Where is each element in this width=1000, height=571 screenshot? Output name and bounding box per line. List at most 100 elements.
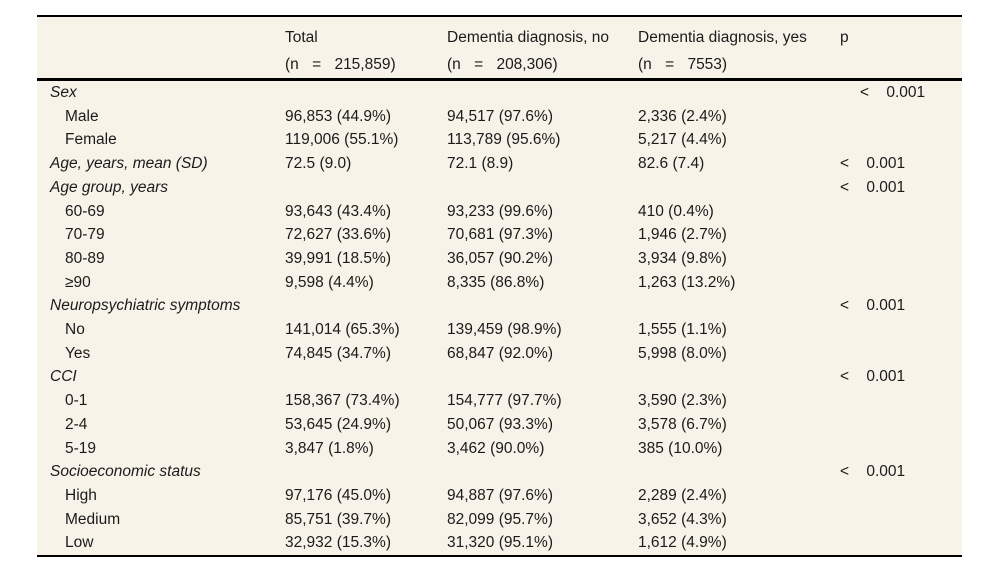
column-title: Dementia diagnosis, yes: [638, 29, 807, 46]
table-row: No 141,014 (65.3%) 139,459 (98.9%) 1,555 (1…: [37, 318, 962, 342]
cell-no: 3,462 (90.0%): [447, 439, 545, 457]
cell-p: [840, 271, 962, 295]
column-header-empty: [37, 17, 285, 81]
cell-no: 139,459 (98.9%): [447, 321, 562, 339]
cell-label: ≥90: [65, 273, 91, 291]
table-row: Sex < 0.001: [37, 80, 962, 105]
cell-yes: 5,998 (8.0%): [638, 344, 727, 362]
cell-p: [840, 223, 962, 247]
table-row: 5-19 3,847 (1.8%) 3,462 (90.0%) 385 (10.0%): [37, 437, 962, 461]
header-row: Total (n = 215,859) Dementia diagnosis, no…: [37, 17, 962, 81]
cell-p: [840, 105, 962, 129]
cell-yes: 3,652 (4.3%): [638, 510, 727, 528]
cell-no: [447, 365, 638, 389]
cell-label: 0-1: [65, 392, 88, 410]
cell-label: No: [65, 321, 85, 339]
cell-no: 72.1 (8.9): [447, 155, 514, 173]
cell-no: [447, 80, 638, 105]
cell-total: [285, 294, 447, 318]
cell-p: [840, 508, 962, 532]
cell-yes: 1,263 (13.2%): [638, 273, 736, 291]
cell-label: Neuropsychiatric symptoms: [50, 297, 241, 315]
table-row: CCI < 0.001: [37, 365, 962, 389]
cell-no: 154,777 (97.7%): [447, 392, 562, 410]
table-row: High 97,176 (45.0%) 94,887 (97.6%) 2,289 (2…: [37, 484, 962, 508]
cell-yes: 385 (10.0%): [638, 439, 723, 457]
cell-total: 74,845 (34.7%): [285, 344, 391, 362]
cell-yes: 3,934 (9.8%): [638, 249, 727, 267]
cell-yes: [638, 294, 840, 318]
cell-total: [285, 365, 447, 389]
cell-p: < 0.001: [840, 297, 906, 315]
cell-yes: 410 (0.4%): [638, 202, 714, 220]
cell-label: 80-89: [65, 249, 105, 267]
cell-total: 9,598 (4.4%): [285, 273, 374, 291]
table-row: Neuropsychiatric symptoms < 0.001: [37, 294, 962, 318]
cell-p: < 0.001: [860, 84, 926, 101]
table-row: Medium 85,751 (39.7%) 82,099 (95.7%) 3,652 …: [37, 508, 962, 532]
cell-no: [447, 294, 638, 318]
cell-p: [840, 247, 962, 271]
column-header-yes: Dementia diagnosis, yes (n = 7553): [638, 17, 840, 81]
table-body: Sex < 0.001 Male 96,853 (44.9%) 94,517 (97.6…: [37, 80, 962, 556]
table-row: Age group, years < 0.001: [37, 176, 962, 200]
cell-no: 94,887 (97.6%): [447, 486, 553, 504]
table-row: Male 96,853 (44.9%) 94,517 (97.6%) 2,336 (2…: [37, 105, 962, 129]
cell-p: < 0.001: [840, 155, 906, 173]
baseline-characteristics-table: Total (n = 215,859) Dementia diagnosis, no…: [37, 17, 962, 555]
cell-p: < 0.001: [840, 178, 906, 196]
table-header: Total (n = 215,859) Dementia diagnosis, no…: [37, 17, 962, 81]
cell-yes: [638, 80, 840, 105]
cell-yes: 2,336 (2.4%): [638, 107, 727, 125]
cell-no: 93,233 (99.6%): [447, 202, 553, 220]
table-row: 70-79 72,627 (33.6%) 70,681 (97.3%) 1,946 (…: [37, 223, 962, 247]
cell-p: [840, 413, 962, 437]
cell-total: 97,176 (45.0%): [285, 486, 391, 504]
cell-yes: 1,555 (1.1%): [638, 321, 727, 339]
cell-total: 3,847 (1.8%): [285, 439, 374, 457]
cell-yes: [638, 176, 840, 200]
column-n-count: (n = 7553): [638, 56, 728, 73]
cell-yes: 1,612 (4.9%): [638, 534, 727, 552]
cell-yes: 1,946 (2.7%): [638, 226, 727, 244]
cell-label: Male: [65, 107, 99, 125]
table-row: Yes 74,845 (34.7%) 68,847 (92.0%) 5,998 (8.…: [37, 342, 962, 366]
cell-no: [447, 460, 638, 484]
cell-total: 72.5 (9.0): [285, 155, 352, 173]
column-n-count: (n = 208,306): [447, 56, 558, 73]
column-title: Total: [285, 29, 318, 46]
cell-p: [840, 200, 962, 224]
cell-total: 53,645 (24.9%): [285, 415, 391, 433]
cell-p: [840, 389, 962, 413]
column-header-total: Total (n = 215,859): [285, 17, 447, 81]
cell-no: 113,789 (95.6%): [447, 131, 561, 149]
cell-label: Yes: [65, 344, 91, 362]
cell-no: 31,320 (95.1%): [447, 534, 553, 552]
cell-yes: [638, 365, 840, 389]
cell-yes: 3,578 (6.7%): [638, 415, 727, 433]
cell-no: 36,057 (90.2%): [447, 249, 553, 267]
cell-p: [840, 318, 962, 342]
cell-p: < 0.001: [840, 368, 906, 386]
cell-no: 82,099 (95.7%): [447, 510, 553, 528]
cell-no: 70,681 (97.3%): [447, 226, 553, 244]
cell-yes: 2,289 (2.4%): [638, 486, 727, 504]
cell-total: 85,751 (39.7%): [285, 510, 391, 528]
cell-label: 60-69: [65, 202, 105, 220]
cell-label: Age group, years: [50, 178, 169, 196]
cell-label: 2-4: [65, 415, 88, 433]
table-row: 60-69 93,643 (43.4%) 93,233 (99.6%) 410 (0.…: [37, 200, 962, 224]
cell-no: 94,517 (97.6%): [447, 107, 553, 125]
cell-yes: [638, 460, 840, 484]
cell-p: [840, 342, 962, 366]
cell-total: 39,991 (18.5%): [285, 249, 391, 267]
cell-no: 8,335 (86.8%): [447, 273, 545, 291]
column-header-p: p: [840, 17, 962, 81]
cell-label: Age, years, mean (SD): [50, 155, 208, 173]
cell-label: Medium: [65, 510, 121, 528]
cell-total: 93,643 (43.4%): [285, 202, 391, 220]
cell-label: 70-79: [65, 226, 105, 244]
cell-no: 50,067 (93.3%): [447, 415, 553, 433]
cell-p: [840, 484, 962, 508]
cell-total: 141,014 (65.3%): [285, 321, 400, 339]
